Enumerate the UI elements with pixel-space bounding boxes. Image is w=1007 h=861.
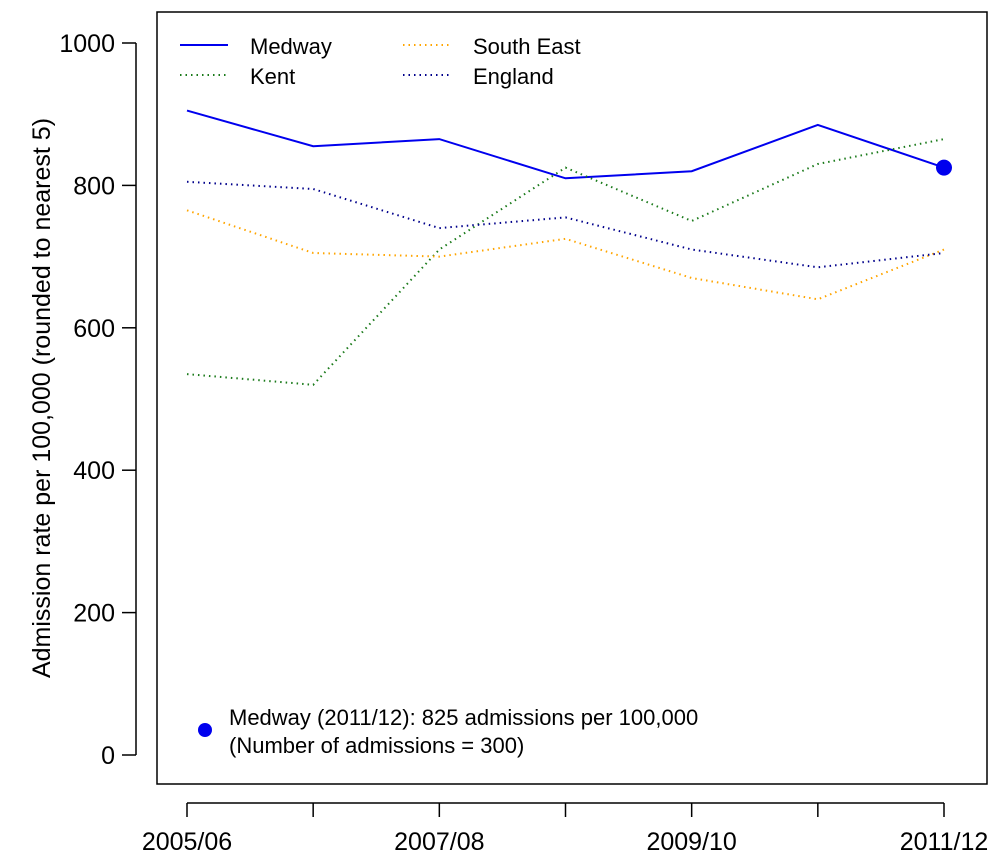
series-line-south-east: [186, 209, 945, 301]
y-tick-label-400: 400: [73, 457, 115, 485]
annotation-line-1: Medway (2011/12): 825 admissions per 100…: [229, 705, 698, 730]
y-tick-label-600: 600: [73, 315, 115, 343]
x-tick-label-2009-10: 2009/10: [646, 828, 736, 856]
legend-label-england: England: [473, 64, 554, 89]
legend: Medway Kent South East England: [180, 34, 581, 89]
series-lines: [186, 109, 945, 386]
legend-label-kent: Kent: [250, 64, 295, 89]
series-line-medway: [186, 109, 945, 180]
legend-label-south-east: South East: [473, 34, 581, 59]
series-line-england: [186, 180, 945, 269]
series-line-kent: [186, 138, 945, 386]
x-tick-label-2005-06: 2005/06: [142, 828, 232, 856]
y-tick-label-800: 800: [73, 172, 115, 200]
y-axis-label: Admission rate per 100,000 (rounded to n…: [28, 118, 56, 678]
highlight-point-medway-2011-12: [936, 159, 952, 176]
legend-label-medway: Medway: [250, 34, 332, 59]
x-axis: 2005/06 2007/08 2009/10 2011/12: [142, 802, 989, 856]
y-tick-label-200: 200: [73, 600, 115, 628]
x-tick-label-2011-12: 2011/12: [900, 828, 989, 856]
annotation-marker: [198, 723, 212, 737]
y-tick-label-0: 0: [101, 742, 115, 770]
annotation-line-2: (Number of admissions = 300): [229, 733, 524, 758]
y-tick-label-1000: 1000: [59, 30, 115, 58]
annotation: Medway (2011/12): 825 admissions per 100…: [198, 705, 698, 758]
plot-frame: [156, 11, 988, 785]
y-axis: 0 200 400 600 800 1000: [59, 30, 137, 770]
x-tick-label-2007-08: 2007/08: [394, 828, 484, 856]
